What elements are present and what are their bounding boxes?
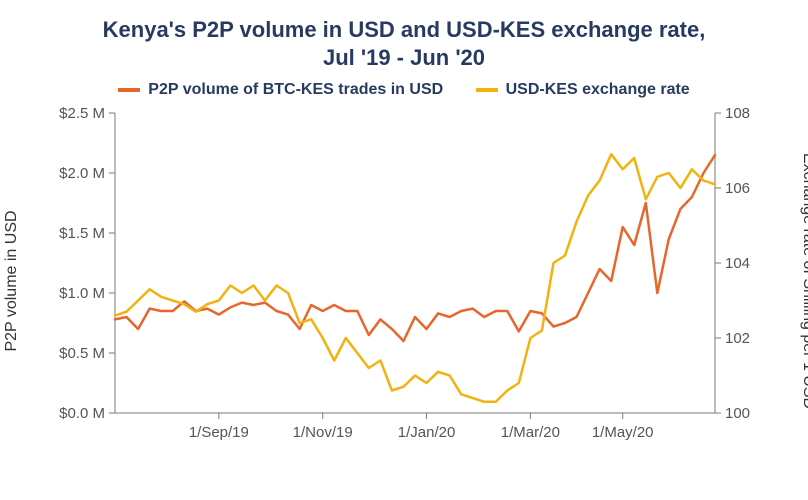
- legend-label-p2p: P2P volume of BTC-KES trades in USD: [148, 81, 443, 99]
- y-right-tick-label: 108: [725, 107, 750, 122]
- chart-svg: $0.0 M $0.5 M $1.0 M $1.5 M $2.0 M $2.5 M 100 1…: [20, 107, 800, 455]
- chart-title-line1: Kenya's P2P volume in USD and USD-KES ex…: [20, 16, 788, 44]
- chart-title-line2: Jul '19 - Jun '20: [20, 44, 788, 72]
- chart-container: Kenya's P2P volume in USD and USD-KES ex…: [0, 0, 808, 500]
- x-tick-label: 1/Sep/19: [189, 424, 249, 441]
- series-p2p_volume_usd: [115, 155, 715, 341]
- y-axis-left-label: P2P volume in USD: [3, 210, 21, 351]
- x-tick-label: 1/Nov/19: [293, 424, 353, 441]
- y-right-tick-label: 102: [725, 330, 750, 347]
- x-tick-label: 1/May/20: [592, 424, 654, 441]
- legend-swatch-fx: [476, 88, 498, 92]
- legend-label-fx: USD-KES exchange rate: [506, 81, 690, 99]
- legend-item-p2p: P2P volume of BTC-KES trades in USD: [118, 81, 443, 99]
- chart-title: Kenya's P2P volume in USD and USD-KES ex…: [20, 16, 788, 71]
- y-left-tick-label: $2.5 M: [59, 107, 105, 122]
- y-right-tick-label: 106: [725, 180, 750, 197]
- y-right-tick-label: 100: [725, 405, 750, 422]
- y-left-tick-label: $1.5 M: [59, 225, 105, 242]
- y-left-tick-label: $1.0 M: [59, 285, 105, 302]
- legend: P2P volume of BTC-KES trades in USD USD-…: [20, 79, 788, 99]
- series-usd_kes_rate: [115, 154, 715, 402]
- plot-area: P2P volume in USD Exchange rate of Shill…: [20, 107, 800, 455]
- y-left-tick-label: $2.0 M: [59, 165, 105, 182]
- x-tick-label: 1/Mar/20: [501, 424, 560, 441]
- legend-item-fx: USD-KES exchange rate: [476, 81, 690, 99]
- y-left-tick-label: $0.0 M: [59, 405, 105, 422]
- y-left-tick-label: $0.5 M: [59, 345, 105, 362]
- legend-swatch-p2p: [118, 88, 140, 92]
- x-tick-label: 1/Jan/20: [398, 424, 456, 441]
- y-axis-right-label: Exchange rate of Shilling per 1 USD: [799, 153, 808, 409]
- y-right-tick-label: 104: [725, 255, 750, 272]
